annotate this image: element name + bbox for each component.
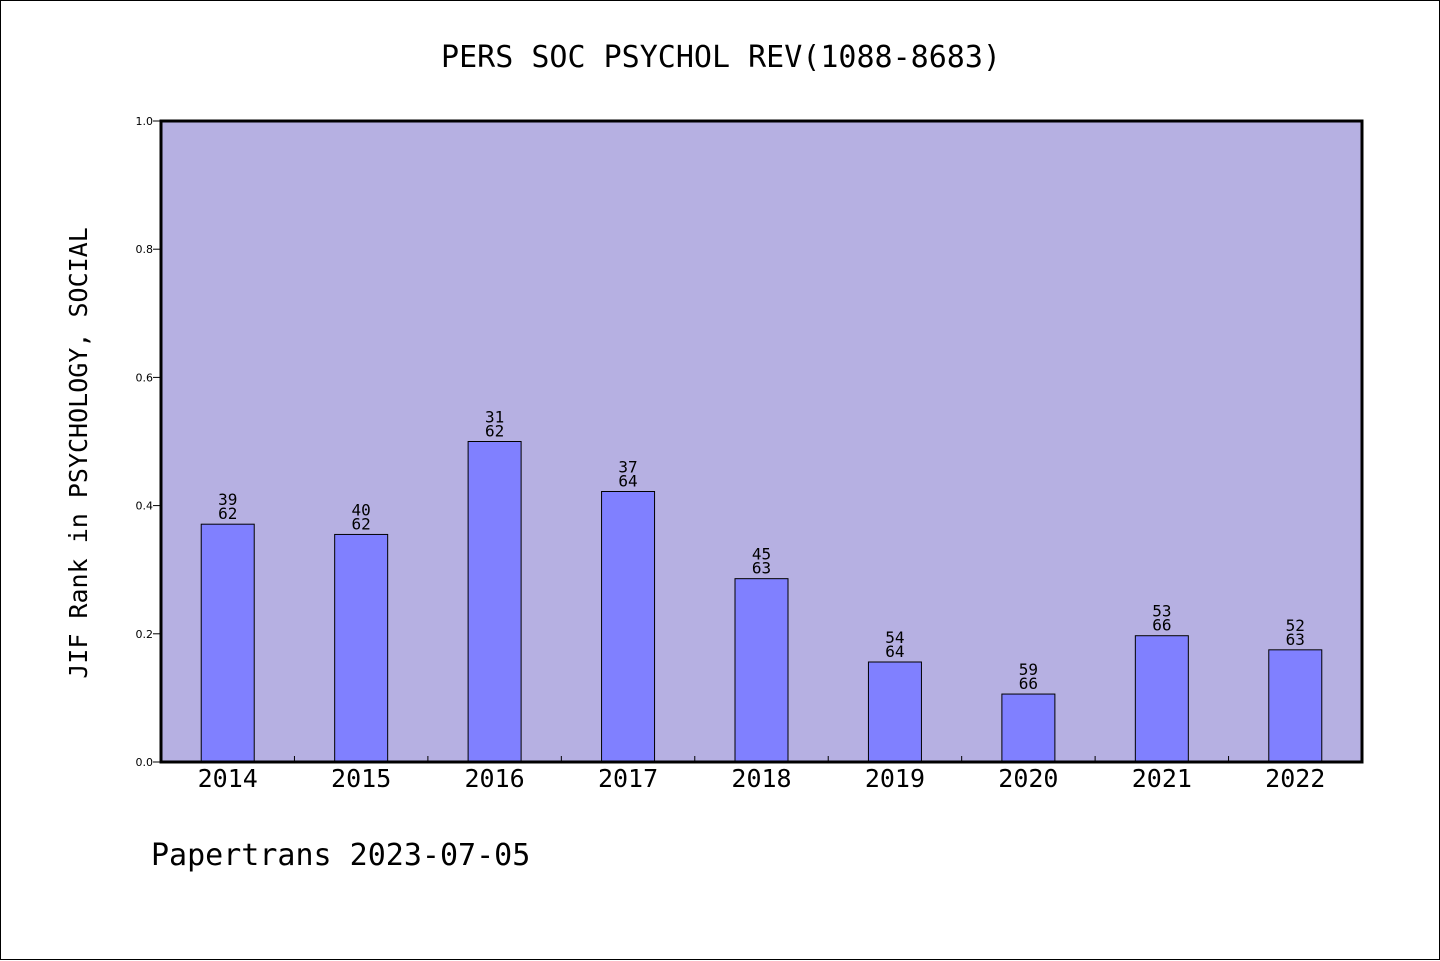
bar-rank-label: 54 — [885, 628, 904, 647]
y-tick-label: 0.8 — [136, 243, 154, 256]
bar — [1001, 693, 1056, 763]
y-tick-label: 0.2 — [136, 628, 154, 641]
bar-total-label: 66 — [1152, 616, 1171, 635]
bar — [601, 490, 656, 763]
bar — [334, 533, 389, 763]
x-tick-label: 2018 — [731, 764, 791, 793]
plot-border — [159, 119, 1364, 764]
bar-rank-label: 59 — [1019, 660, 1038, 679]
bar — [1268, 649, 1323, 763]
x-tick-label: 2021 — [1132, 764, 1192, 793]
bar — [867, 661, 922, 763]
bar-total-label: 63 — [752, 559, 771, 578]
bar-rank-label: 52 — [1286, 616, 1305, 635]
y-axis-label: JIF Rank in PSYCHOLOGY, SOCIAL — [64, 227, 93, 679]
bar-rank-label: 53 — [1152, 602, 1171, 621]
x-tick-label: 2015 — [331, 764, 391, 793]
x-axis: 2014 2015 2016 2017 2018 2019 2020 2021 2022 — [198, 756, 1325, 793]
bar — [200, 523, 255, 763]
y-tick-label: 1.0 — [136, 115, 154, 128]
y-tick-label: 0.0 — [136, 756, 154, 769]
x-tick-label: 2020 — [998, 764, 1058, 793]
chart-title: PERS SOC PSYCHOL REV(1088-8683) — [441, 40, 1001, 75]
bar-rank-label: 45 — [752, 545, 771, 564]
bar-rank-label: 31 — [485, 408, 504, 427]
x-tick-label: 2022 — [1265, 764, 1325, 793]
bar — [734, 578, 789, 763]
y-tick-label: 0.6 — [136, 371, 154, 384]
y-tick-label: 0.4 — [136, 500, 154, 513]
bar-rank-label: 40 — [352, 500, 371, 519]
bar-total-label: 62 — [352, 514, 371, 533]
x-tick-label: 2014 — [198, 764, 258, 793]
bar-rank-label: 37 — [618, 457, 637, 476]
x-tick-label: 2019 — [865, 764, 925, 793]
bar-total-label: 66 — [1019, 674, 1038, 693]
y-axis: 0.0 0.2 0.4 0.6 0.8 1.0 — [136, 115, 161, 769]
bar-total-label: 62 — [218, 504, 237, 523]
bar — [467, 441, 522, 763]
bar-rank-label: 39 — [218, 490, 237, 509]
x-tick-label: 2016 — [465, 764, 525, 793]
bar-total-label: 64 — [618, 471, 637, 490]
bar — [1134, 635, 1189, 763]
footer-watermark: Papertrans 2023-07-05 — [151, 838, 530, 873]
bar-total-label: 62 — [485, 422, 504, 441]
x-tick-label: 2017 — [598, 764, 658, 793]
bar-total-label: 64 — [885, 642, 904, 661]
bar-total-label: 63 — [1286, 630, 1305, 649]
